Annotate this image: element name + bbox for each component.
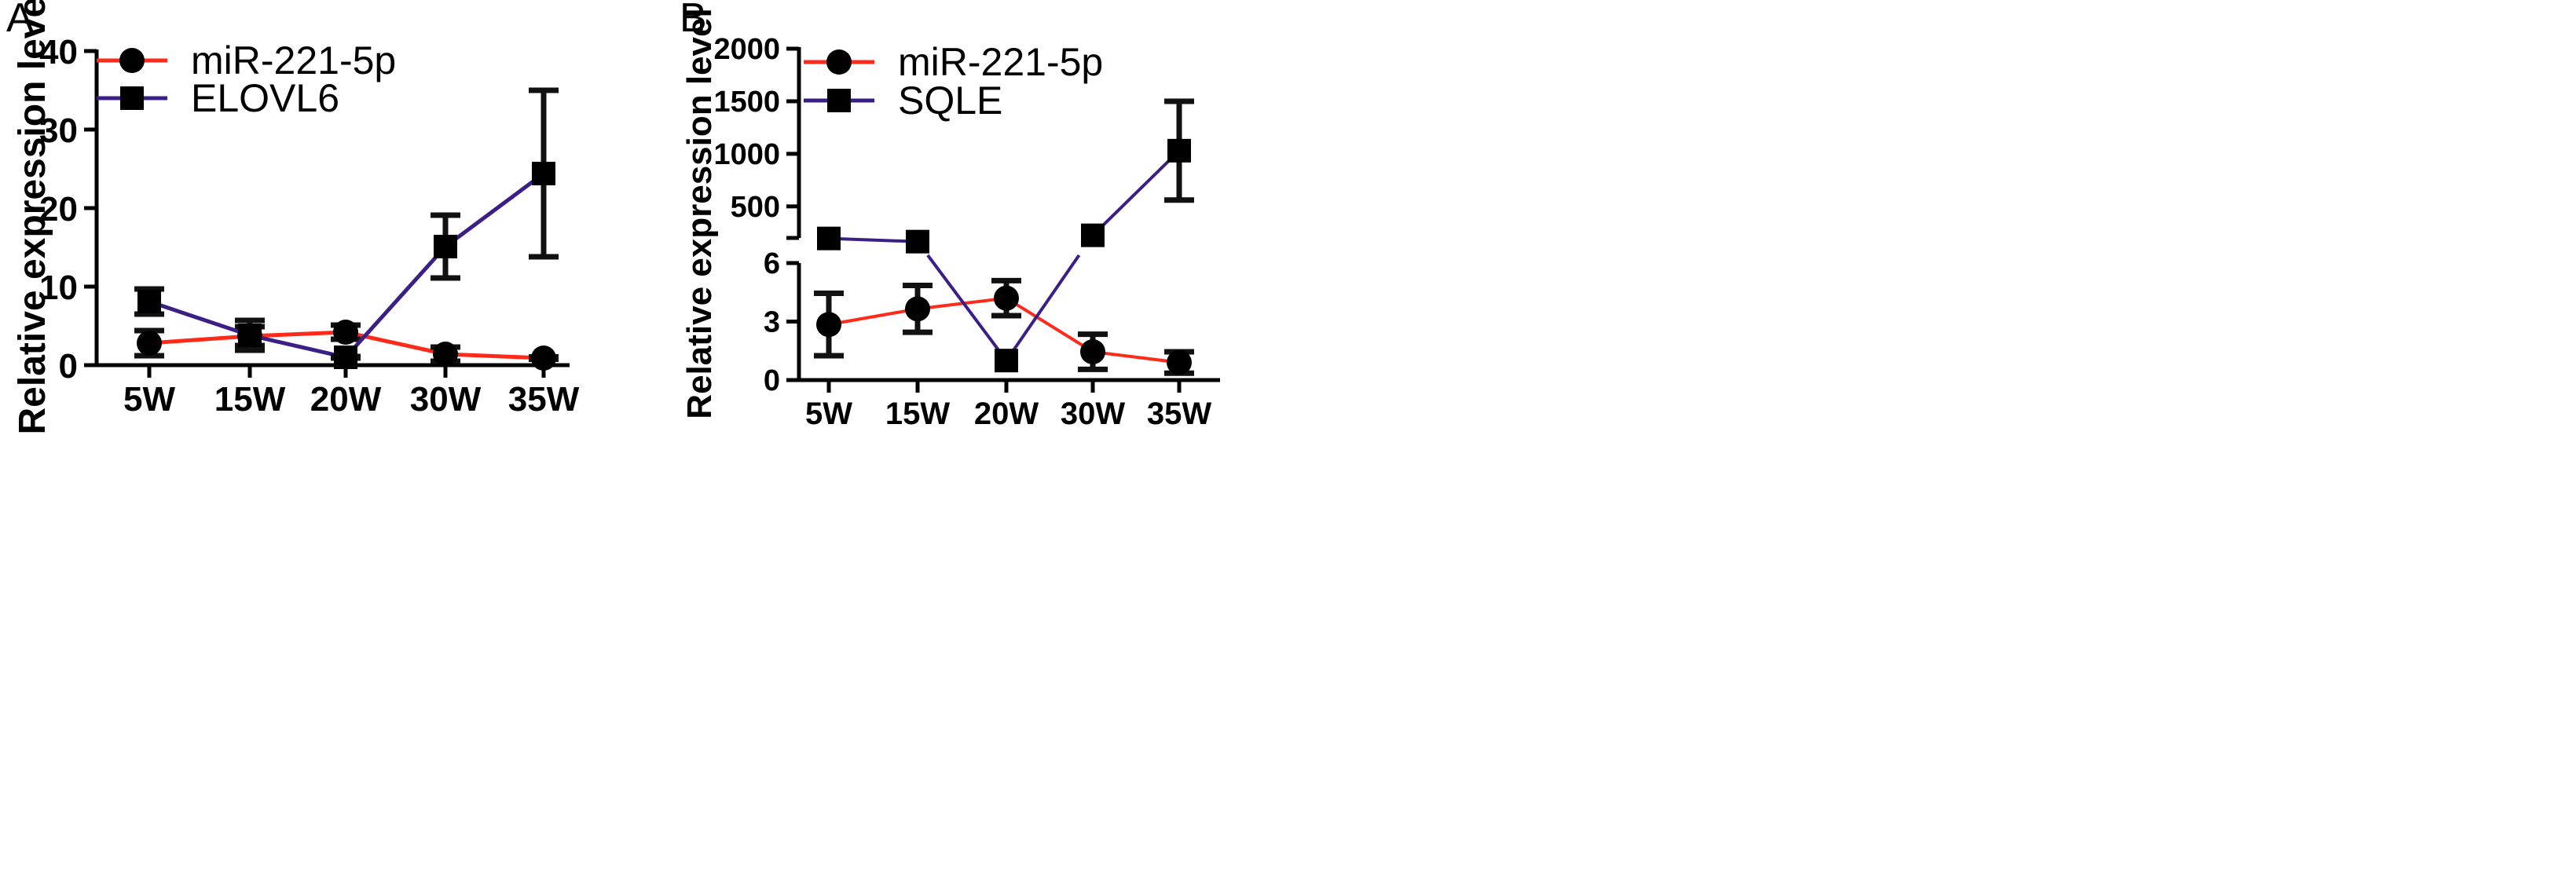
x-tick-label: 30W [410,380,482,419]
data-point [137,290,161,313]
data-point [137,331,162,356]
series-sqle [817,98,1194,373]
x-tick-label: 35W [1147,397,1211,431]
y-axis-label: Relative expression level [680,8,719,419]
data-point [1080,338,1105,364]
legend-label-elovl6: ELOVL6 [191,76,339,120]
x-tick-label: 35W [508,380,580,419]
series-line-lower [926,254,1008,362]
x-tick-label: 15W [885,397,950,431]
y-tick-label: 0 [59,347,78,386]
data-point [532,162,555,185]
x-tick-label: 5W [805,397,852,431]
data-point [1167,138,1191,163]
data-point [994,285,1019,311]
y-tick-label: 10 [39,269,78,307]
data-point [333,320,358,345]
legend-label-mir-221-5p: miR-221-5p [898,40,1103,84]
series-line-lower [1005,254,1081,362]
y-tick-label: 3 [764,306,780,339]
x-tick-label: 30W [1061,397,1125,431]
panel-label-a: A [6,0,34,41]
data-point [531,346,556,371]
panel-label-b: B [680,0,707,41]
legend-label-mir-221-5p: miR-221-5p [191,38,396,82]
data-point [816,312,841,338]
series-elovl6 [134,87,559,369]
data-point [817,226,841,250]
data-point [1167,349,1192,375]
x-tick-label: 20W [974,397,1039,431]
legend-marker-sqle [827,89,851,112]
legend-marker-mir-221-5p [826,49,852,75]
y-tick-label: 6 [764,247,780,280]
y-tick-label: 1500 [713,86,780,119]
data-point [334,346,357,369]
y-tick-label: 30 [39,112,78,150]
y-tick-label: 1000 [713,138,780,171]
data-point [995,349,1018,373]
series-line [1091,149,1181,237]
legend-marker-mir-221-5p [119,48,145,73]
y-tick-label: 0 [764,364,780,397]
y-tick-label: 40 [39,33,78,71]
data-point [905,296,930,322]
panel-a: A 0 10 20 30 40 5W 15W 20W 30W 35W Relative express… [6,0,580,434]
y-tick-label: 500 [731,191,780,224]
data-point [433,342,458,367]
y-tick-label: 2000 [713,33,780,66]
x-tick-label: 5W [123,380,175,419]
panel-b: B 0 3 6 500 1000 1500 2000 5W 15W 20W 30W 35W Relativ… [680,0,1220,431]
data-point [906,229,929,254]
x-tick-label: 15W [214,380,286,419]
y-axis-label: Relative expression level [12,0,53,434]
legend-marker-elovl6 [120,86,144,110]
y-tick-label: 20 [39,190,78,229]
legend-label-sqle: SQLE [898,79,1002,123]
data-point [1081,223,1105,247]
series-mir-221-5p [814,277,1194,376]
series-line [828,236,918,243]
x-tick-label: 20W [310,380,382,419]
data-point [434,235,457,258]
data-point [238,324,262,347]
